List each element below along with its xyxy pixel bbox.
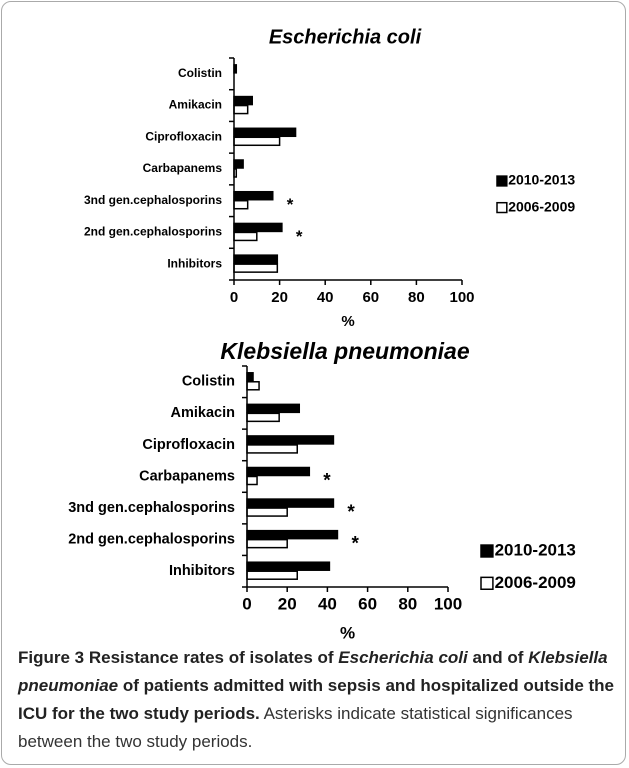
legend-label: 2010-2013 [508,172,575,188]
bar [246,507,288,517]
bar [246,444,298,454]
significance-mark: * [287,195,294,214]
legend-swatch [496,201,508,214]
x-tick-label: 80 [398,594,417,613]
y-tick-label: 2nd gen.cephalosporins [68,531,235,547]
bar [246,561,331,571]
x-axis-label: % [341,313,354,330]
legend-label: 2006-2009 [495,573,576,592]
bar [246,570,298,580]
x-axis-label: % [340,623,355,642]
y-tick-label: Amikacin [169,98,222,112]
bar [233,222,283,233]
bar [233,263,279,273]
bar [246,538,288,549]
x-tick-label: 40 [317,289,334,306]
x-tick-label: 100 [449,289,474,306]
legend-swatch [480,544,494,558]
significance-mark: * [351,534,359,555]
bar [233,127,297,138]
charts: Escherichia coli 0 20 40 60 80 100% Colistin Ami… [68,26,576,642]
bar [233,136,281,147]
y-tick-label: 3nd gen.cephalosporins [68,500,235,516]
x-tick-label: 0 [242,594,251,613]
bar [233,199,249,210]
chart-title: Escherichia coli [269,26,422,48]
caption-species: Escherichia coli [338,648,468,667]
legend-swatch [496,175,508,187]
x-tick-label: 60 [358,594,377,613]
bar [246,529,339,540]
x-tick-label: 60 [362,289,379,306]
bar [233,95,253,106]
significance-mark: * [323,471,331,492]
caption-label: Figure 3 [18,648,85,667]
caption-species: Klebsiella pneumoniae [18,648,608,695]
y-tick-label: Carbapanems [139,468,235,484]
y-tick-label: Inhibitors [167,256,222,270]
legend-swatch [480,576,494,590]
bar [233,231,258,242]
bar [246,498,335,508]
x-tick-label: 80 [408,289,425,306]
x-tick-label: 0 [230,289,238,306]
x-tick-label: 20 [278,594,297,613]
caption-text: Resistance rates of isolates of [84,648,339,667]
caption-text: and of [467,648,529,667]
y-tick-label: Colistin [178,66,222,80]
bar [246,466,311,477]
chart-title: Klebsiella pneumoniae [220,338,469,364]
y-tick-label: 3nd gen.cephalosporins [84,193,222,207]
bar [233,190,274,201]
bar [246,475,258,486]
bar [233,104,249,115]
y-tick-label: Colistin [182,374,235,390]
y-tick-label: 2nd gen.cephalosporins [84,225,222,239]
bar [246,381,260,391]
bar [233,254,279,264]
y-tick-label: Ciprofloxacin [142,437,235,453]
caption: Figure 3 Resistance rates of isolates of… [18,644,618,756]
x-tick-label: 20 [271,289,288,306]
bar [246,372,254,382]
y-tick-label: Amikacin [171,405,235,421]
caption-note: Asterisks indicate statistical significa… [18,704,573,751]
y-tick-label: Ciprofloxacin [145,129,222,143]
y-tick-label: Inhibitors [169,563,235,579]
bar [246,435,335,445]
legend-label: 2006-2009 [508,198,575,214]
bar [246,412,280,423]
x-tick-label: 100 [434,594,462,613]
y-tick-label: Carbapanems [143,161,223,175]
bar [233,159,244,169]
significance-mark: * [296,227,303,246]
x-tick-label: 40 [318,594,337,613]
legend-label: 2010-2013 [495,540,576,559]
bar [246,403,301,414]
caption-text: of patients admitted with sepsis and hos… [18,676,615,723]
significance-mark: * [347,502,355,523]
